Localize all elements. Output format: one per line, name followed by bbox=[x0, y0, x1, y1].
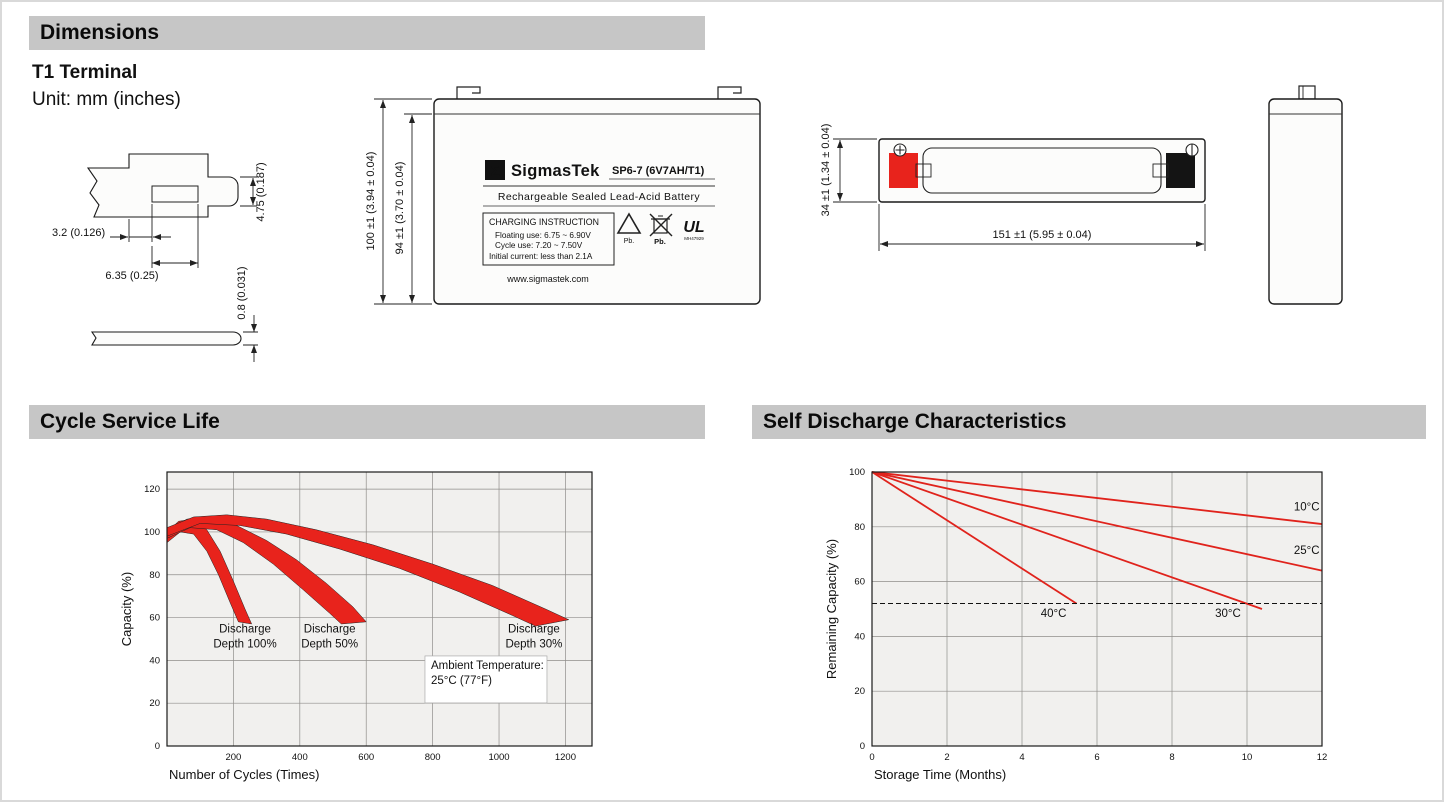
svg-text:10: 10 bbox=[1242, 752, 1253, 763]
charging-line-initial: Initial current: less than 2.1A bbox=[489, 252, 593, 261]
dimension-drawings: 4.75 (0.187) 3.2 (0.126) 6.35 (0.25) 0.8… bbox=[52, 85, 1343, 362]
terminal-thickness-dim: 0.8 (0.031) bbox=[236, 266, 248, 319]
svg-text:60: 60 bbox=[854, 577, 865, 588]
svg-text:120: 120 bbox=[144, 484, 160, 495]
svg-text:Depth 30%: Depth 30% bbox=[505, 639, 562, 651]
svg-text:100: 100 bbox=[849, 467, 865, 478]
svg-text:Number of Cycles (Times): Number of Cycles (Times) bbox=[169, 767, 319, 782]
ul-mark-icon: UL bbox=[683, 219, 704, 236]
bin-pb-label: Pb. bbox=[654, 237, 666, 246]
recycle-pb-label: Pb. bbox=[624, 238, 635, 245]
svg-text:2: 2 bbox=[944, 752, 949, 763]
case-height-dim: 94 ±1 (3.70 ± 0.04) bbox=[394, 162, 406, 255]
svg-text:1200: 1200 bbox=[555, 752, 576, 763]
charging-instruction-title: CHARGING INSTRUCTION bbox=[489, 217, 599, 227]
svg-text:Depth 50%: Depth 50% bbox=[301, 639, 358, 651]
svg-text:40: 40 bbox=[854, 631, 865, 642]
svg-text:0: 0 bbox=[869, 752, 874, 763]
svg-text:Capacity (%): Capacity (%) bbox=[119, 572, 134, 646]
svg-text:Storage Time (Months): Storage Time (Months) bbox=[874, 767, 1006, 782]
svg-text:Ambient Temperature:: Ambient Temperature: bbox=[431, 660, 544, 672]
section-header-self-discharge: Self Discharge Characteristics bbox=[752, 405, 1426, 439]
section-header-cycle-service-life: Cycle Service Life bbox=[29, 405, 705, 439]
self-discharge-chart: 10°C 25°C 30°C 40°C 0 20 40 60 80 100 0 2 4 6 8 10 12 Sto… bbox=[824, 467, 1328, 782]
negative-symbol-icon bbox=[1185, 143, 1199, 157]
terminal-detail-drawing: 4.75 (0.187) 3.2 (0.126) 6.35 (0.25) 0.8… bbox=[52, 153, 267, 362]
width-dim: 34 ±1 (1.34 ± 0.04) bbox=[820, 124, 832, 217]
svg-text:200: 200 bbox=[225, 752, 241, 763]
sigma-logo-glyph: Σ bbox=[490, 163, 499, 180]
svg-text:20: 20 bbox=[854, 686, 865, 697]
battery-top-view: 34 ±1 (1.34 ± 0.04) 151 ±1 (5.95 ± 0.04) bbox=[820, 124, 1206, 251]
svg-text:400: 400 bbox=[292, 752, 308, 763]
svg-text:Discharge: Discharge bbox=[304, 624, 356, 636]
charging-line-cycle: Cycle use: 7.20 ~ 7.50V bbox=[495, 241, 583, 250]
svg-text:30°C: 30°C bbox=[1215, 608, 1241, 620]
unit-note: Unit: mm (inches) bbox=[32, 89, 181, 110]
svg-text:4: 4 bbox=[1019, 752, 1024, 763]
ul-file-number: MH47929 bbox=[684, 236, 704, 241]
svg-text:600: 600 bbox=[358, 752, 374, 763]
svg-text:25°C: 25°C bbox=[1294, 545, 1320, 557]
website-text: www.sigmastek.com bbox=[506, 274, 589, 284]
positive-terminal-marker bbox=[889, 153, 918, 188]
svg-text:40: 40 bbox=[149, 655, 160, 666]
section-title: Dimensions bbox=[40, 21, 160, 44]
negative-terminal-marker bbox=[1166, 153, 1195, 188]
svg-text:0: 0 bbox=[155, 741, 160, 752]
section-title: Self Discharge Characteristics bbox=[763, 410, 1067, 433]
total-height-dim: 100 ±1 (3.94 ± 0.04) bbox=[365, 152, 377, 251]
svg-text:12: 12 bbox=[1317, 752, 1328, 763]
svg-text:40°C: 40°C bbox=[1041, 608, 1067, 620]
positive-symbol-icon bbox=[893, 143, 907, 157]
length-dim: 151 ±1 (5.95 ± 0.04) bbox=[993, 229, 1092, 241]
svg-text:8: 8 bbox=[1169, 752, 1174, 763]
svg-text:10°C: 10°C bbox=[1294, 501, 1320, 513]
battery-side-view bbox=[1268, 85, 1343, 305]
model-number: SP6-7 (6V7AH/T1) bbox=[612, 165, 705, 177]
svg-text:60: 60 bbox=[149, 613, 160, 624]
terminal-height-dim: 4.75 (0.187) bbox=[255, 162, 267, 221]
terminal-type-label: T1 Terminal bbox=[32, 62, 138, 83]
svg-text:80: 80 bbox=[149, 570, 160, 581]
section-header-dimensions: Dimensions bbox=[29, 16, 705, 50]
front-left-terminal-icon bbox=[456, 86, 481, 99]
svg-text:20: 20 bbox=[149, 698, 160, 709]
sigma-logo bbox=[485, 160, 505, 180]
svg-text:100: 100 bbox=[144, 527, 160, 538]
svg-text:0: 0 bbox=[860, 741, 865, 752]
brand-name: SigmasTek bbox=[511, 162, 600, 180]
crossed-bin-icon bbox=[649, 213, 673, 237]
terminal-width-dim: 6.35 (0.25) bbox=[105, 270, 158, 282]
battery-front-view: Σ SigmasTek SP6-7 (6V7AH/T1) Rechargeabl… bbox=[365, 86, 761, 305]
svg-text:80: 80 bbox=[854, 522, 865, 533]
svg-text:800: 800 bbox=[425, 752, 441, 763]
recycle-pb-icon bbox=[616, 212, 642, 234]
terminal-offset-dim: 3.2 (0.126) bbox=[52, 227, 105, 239]
svg-text:25°C (77°F): 25°C (77°F) bbox=[431, 675, 492, 687]
svg-text:Discharge: Discharge bbox=[508, 624, 560, 636]
svg-text:1000: 1000 bbox=[488, 752, 509, 763]
front-right-terminal-icon bbox=[717, 86, 742, 99]
charging-line-float: Floating use: 6.75 ~ 6.90V bbox=[495, 231, 591, 240]
section-title: Cycle Service Life bbox=[40, 410, 220, 433]
svg-text:Discharge: Discharge bbox=[219, 624, 271, 636]
svg-text:Remaining Capacity (%): Remaining Capacity (%) bbox=[824, 539, 839, 679]
cycle-service-life-chart: Discharge Depth 100% Discharge Depth 50% Dis… bbox=[119, 471, 593, 782]
battery-type-line: Rechargeable Sealed Lead-Acid Battery bbox=[498, 191, 701, 203]
svg-text:Depth 100%: Depth 100% bbox=[213, 639, 276, 651]
svg-text:6: 6 bbox=[1094, 752, 1099, 763]
